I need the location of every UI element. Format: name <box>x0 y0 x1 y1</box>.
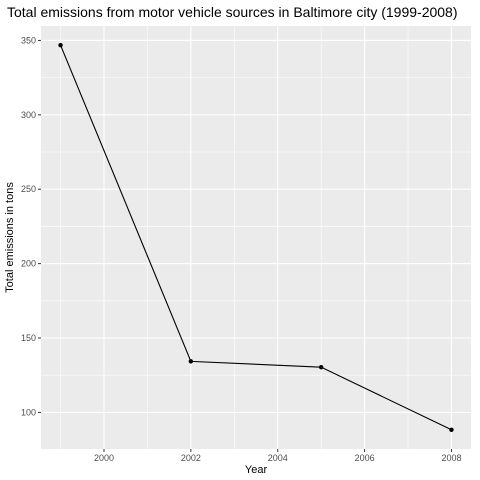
x-axis: 2000 2002 2004 2006 2008 <box>94 449 461 463</box>
y-axis-title: Total emissions in tons <box>4 182 16 293</box>
y-tick-label: 300 <box>21 110 36 120</box>
x-tick-label: 2004 <box>268 453 288 463</box>
series-layer <box>60 44 452 431</box>
y-tick-label: 350 <box>21 35 36 45</box>
y-tick-label: 100 <box>21 407 36 417</box>
y-tick-label: 200 <box>21 259 36 269</box>
y-axis: 100 150 200 250 300 350 <box>21 35 41 417</box>
chart-title: Total emissions from motor vehicle sourc… <box>7 4 458 20</box>
data-point <box>188 359 194 364</box>
minor-grid <box>41 26 471 449</box>
emissions-series-line <box>60 44 452 431</box>
data-point <box>318 364 324 370</box>
data-point <box>449 427 454 433</box>
plot-panel <box>41 26 471 449</box>
x-tick-label: 2000 <box>94 453 114 463</box>
x-tick-label: 2002 <box>181 453 201 463</box>
x-axis-title: Year <box>245 464 268 476</box>
points-layer <box>58 42 454 433</box>
y-tick-label: 250 <box>21 184 36 194</box>
x-tick-label: 2006 <box>355 453 375 463</box>
x-tick-label: 2008 <box>441 453 461 463</box>
major-grid <box>41 26 471 449</box>
y-tick-label: 150 <box>21 333 36 343</box>
data-point <box>58 42 63 48</box>
